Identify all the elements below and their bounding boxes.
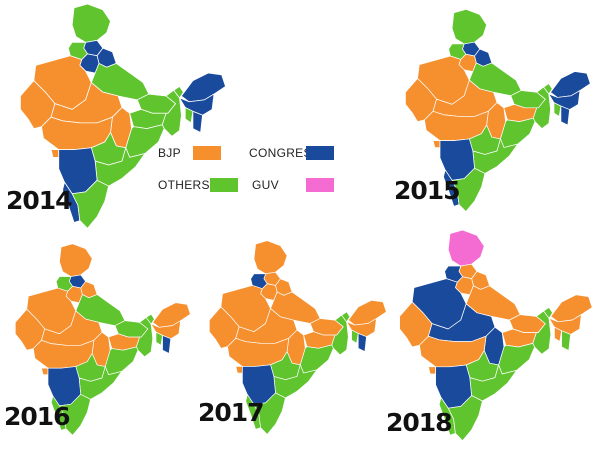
state-ne-bjp: [347, 299, 387, 326]
map-2016: [12, 242, 192, 442]
india-map-2014: [20, 3, 226, 229]
year-label-2014: 2014: [6, 186, 73, 215]
state-mizo-others: [561, 330, 571, 351]
state-odisha-others: [104, 346, 139, 376]
state-sikkim-others: [543, 83, 553, 95]
state-goa-bjp: [50, 149, 60, 158]
state-tn-others: [59, 394, 91, 436]
india-map-2018: [399, 229, 593, 441]
india-map-2015: [405, 9, 591, 212]
map-2014: [16, 3, 228, 234]
legend-swatch-congress: [306, 146, 334, 160]
state-sikkim-others: [145, 313, 155, 325]
state-mizo-congress: [560, 105, 570, 126]
state-ne-congress: [550, 71, 591, 98]
state-tn-others: [447, 395, 483, 441]
legend-swatch-guv: [306, 178, 334, 192]
state-jk-others: [71, 3, 111, 43]
year-label-2018: 2018: [386, 408, 453, 437]
year-label-2016: 2016: [4, 402, 71, 431]
state-jk-guv: [447, 229, 485, 267]
state-mizo-congress: [357, 333, 367, 352]
state-jk-bjp: [59, 243, 93, 277]
legend-label-congress: CONGRESS: [249, 146, 321, 160]
legend-label-guv: GUV: [252, 178, 279, 192]
year-label-2015: 2015: [394, 176, 461, 205]
state-tn-others: [253, 392, 286, 435]
state-sikkim-others: [543, 307, 553, 319]
state-goa-bjp: [428, 366, 436, 375]
state-tripura-others: [184, 107, 194, 124]
state-mizo-congress: [162, 335, 172, 354]
india-map-2017: [208, 240, 387, 435]
state-mizo-congress: [192, 110, 203, 133]
state-ne-congress: [181, 72, 226, 103]
state-ne-bjp: [550, 294, 593, 323]
legend-swatch-others: [210, 178, 238, 192]
state-tripura-others: [351, 329, 359, 344]
state-goa-bjp: [432, 140, 441, 148]
map-2018: [396, 229, 594, 446]
legend-swatch-bjp: [193, 146, 221, 160]
state-tripura-others: [155, 331, 163, 346]
state-odisha-others: [498, 343, 535, 375]
map-2015: [402, 8, 592, 218]
state-jk-others: [451, 9, 487, 45]
legend-label-bjp: BJP: [158, 146, 181, 160]
india-map-2016: [14, 243, 191, 436]
state-odisha-others: [125, 124, 165, 158]
state-odisha-others: [299, 344, 334, 374]
state-jk-bjp: [253, 240, 288, 275]
state-tn-others: [451, 167, 486, 212]
state-sikkim-others: [341, 311, 351, 323]
map-2017: [206, 240, 388, 440]
state-goa-bjp: [41, 367, 49, 376]
state-odisha-others: [500, 117, 536, 148]
legend-label-others: OTHERS: [158, 178, 210, 192]
state-tn-others: [71, 179, 109, 229]
year-label-2017: 2017: [198, 398, 265, 427]
state-tripura-bjp: [554, 326, 562, 342]
state-tripura-others: [553, 102, 562, 117]
state-ne-bjp: [152, 302, 191, 328]
state-goa-bjp: [235, 366, 243, 374]
state-sikkim-others: [173, 86, 184, 99]
